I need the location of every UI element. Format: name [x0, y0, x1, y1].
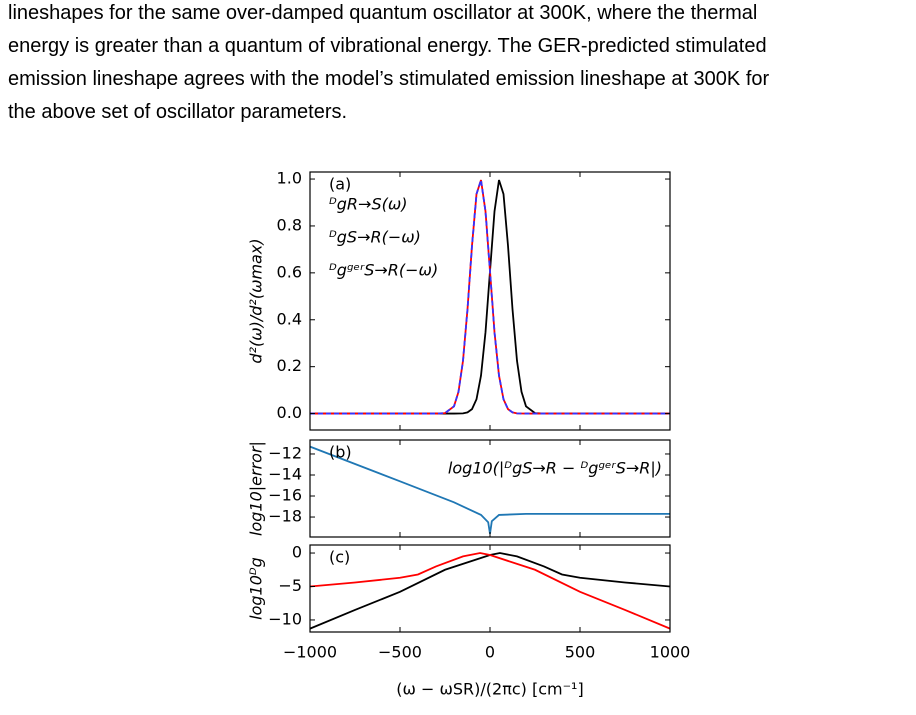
legend-entry: ᴰgᵍᵉʳS→R(−ω) [329, 261, 438, 280]
y-tick-label: 0.8 [277, 215, 302, 234]
paragraph-line: emission lineshape agrees with the model… [8, 68, 770, 90]
y-tick-label: 0.6 [277, 262, 302, 281]
y-tick-label: 0 [292, 543, 302, 562]
panel-label: (b) [329, 443, 352, 462]
y-tick-label: 1.0 [277, 169, 302, 188]
series-line [310, 179, 670, 415]
y-tick-label: −18 [268, 507, 302, 526]
axes-frame [309, 544, 671, 633]
y-tick-label: 0.4 [277, 309, 302, 328]
legend-entry: log10(|ᴰgS→R − ᴰgᵍᵉʳS→R|) [448, 459, 662, 478]
series-line [310, 179, 670, 415]
y-axis-label: d²(ω)/d²(ωmax) [247, 238, 266, 363]
x-axis-label: (ω − ωSR)/(2πc) [cm⁻¹] [396, 680, 583, 699]
paragraph-line: lineshapes for the same over-damped quan… [8, 2, 758, 24]
panel-label: (c) [329, 548, 350, 567]
y-tick-label: −16 [268, 486, 302, 505]
x-tick-label: 500 [565, 643, 596, 662]
x-tick-label: −1000 [283, 643, 337, 662]
y-tick-label: −10 [268, 609, 302, 628]
series-line [310, 552, 670, 630]
panel-label: (a) [329, 175, 351, 194]
x-tick-label: 1000 [650, 643, 691, 662]
legend-entry: ᴰgS→R(−ω) [329, 228, 421, 247]
axes-frame [309, 439, 671, 538]
x-tick-label: 0 [485, 643, 495, 662]
series-line [310, 445, 670, 534]
y-tick-label: −12 [268, 443, 302, 462]
series-line [310, 552, 670, 630]
paragraph-line: energy is greater than a quantum of vibr… [8, 35, 767, 57]
paragraph-line: the above set of oscillator parameters. [8, 101, 348, 123]
y-tick-label: 0.2 [277, 356, 302, 375]
y-tick-label: 0.0 [277, 403, 302, 422]
legend-entry: ᴰgR→S(ω) [329, 195, 407, 214]
x-tick-label: −500 [378, 643, 422, 662]
series-line [310, 179, 670, 415]
y-tick-label: −5 [278, 576, 302, 595]
y-tick-label: −14 [268, 464, 302, 483]
y-axis-label: log10|error| [247, 441, 266, 536]
y-axis-label: log10ᴰg [247, 557, 266, 620]
